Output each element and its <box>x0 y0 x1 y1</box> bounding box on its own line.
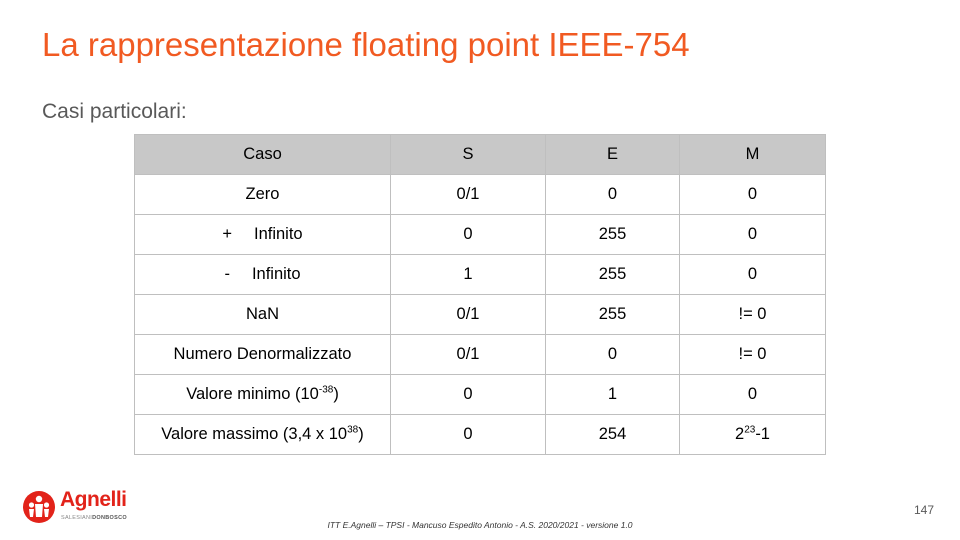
caso-label: Infinito <box>254 225 303 243</box>
cell-e: 0 <box>545 334 680 375</box>
caso-label: Infinito <box>251 265 301 283</box>
table-row: Valore minimo (10-38) 0 1 0 <box>134 374 826 415</box>
caso-prefix: Valore minimo (10 <box>186 385 319 403</box>
cell-m: 0 <box>679 214 826 255</box>
page-number: 147 <box>914 503 935 517</box>
cell-m: 0 <box>679 374 826 415</box>
cell-m: != 0 <box>679 294 826 335</box>
cell-caso: Valore minimo (10-38) <box>134 374 391 415</box>
cell-s: 0/1 <box>390 174 546 215</box>
m-suffix: -1 <box>755 425 770 443</box>
cell-caso: Valore massimo (3,4 x 1038) <box>134 414 391 455</box>
header-m: M <box>679 134 826 175</box>
logo-wordmark: Agnelli <box>60 488 127 511</box>
caso-suffix: ) <box>333 385 339 403</box>
m-base: 2 <box>735 425 745 443</box>
caso-exponent: -38 <box>318 384 334 396</box>
cell-e: 1 <box>545 374 680 415</box>
header-caso: Caso <box>134 134 391 175</box>
cell-caso: Numero Denormalizzato <box>134 334 391 375</box>
table-row: NaN 0/1 255 != 0 <box>134 294 826 335</box>
table-header-row: Caso S E M <box>134 134 826 175</box>
table-row: Zero 0/1 0 0 <box>134 174 826 215</box>
table-row: + Infinito 0 255 0 <box>134 214 826 255</box>
table-row: Valore massimo (3,4 x 1038) 0 254 223-1 <box>134 414 826 455</box>
cell-m: != 0 <box>679 334 826 375</box>
cell-s: 1 <box>390 254 546 295</box>
slide-subtitle: Casi particolari: <box>42 100 187 123</box>
cell-e: 254 <box>545 414 680 455</box>
m-exponent: 23 <box>744 424 756 436</box>
cell-s: 0 <box>390 214 546 255</box>
cell-s: 0/1 <box>390 334 546 375</box>
header-e: E <box>545 134 680 175</box>
slide-footer: ITT E.Agnelli – TPSI - Mancuso Espedito … <box>327 520 633 530</box>
cell-s: 0 <box>390 374 546 415</box>
cell-caso: - Infinito <box>134 254 391 295</box>
slide-title: La rappresentazione floating point IEEE-… <box>42 26 690 63</box>
caso-prefix: Valore massimo (3,4 x 10 <box>161 425 348 443</box>
sign-symbol: - <box>224 265 230 283</box>
cell-e: 255 <box>545 294 680 335</box>
sign-symbol: + <box>222 225 232 243</box>
table-row: - Infinito 1 255 0 <box>134 254 826 295</box>
logo-mark-icon <box>23 491 55 523</box>
caso-exponent: 38 <box>347 424 359 436</box>
logo-tagline: SALESIANIDONBOSCO <box>61 515 127 521</box>
cell-s: 0/1 <box>390 294 546 335</box>
cell-e: 255 <box>545 254 680 295</box>
caso-suffix: ) <box>358 425 364 443</box>
cell-s: 0 <box>390 414 546 455</box>
cell-caso: + Infinito <box>134 214 391 255</box>
cell-m: 0 <box>679 254 826 295</box>
cell-m: 223-1 <box>679 414 826 455</box>
cell-e: 255 <box>545 214 680 255</box>
table-row: Numero Denormalizzato 0/1 0 != 0 <box>134 334 826 375</box>
agnelli-logo: Agnelli SALESIANIDONBOSCO <box>22 488 142 528</box>
cell-e: 0 <box>545 174 680 215</box>
cell-m: 0 <box>679 174 826 215</box>
header-s: S <box>390 134 546 175</box>
cell-caso: NaN <box>134 294 391 335</box>
special-cases-table: Caso S E M Zero 0/1 0 0 + Infinito 0 255 … <box>134 134 826 455</box>
cell-caso: Zero <box>134 174 391 215</box>
